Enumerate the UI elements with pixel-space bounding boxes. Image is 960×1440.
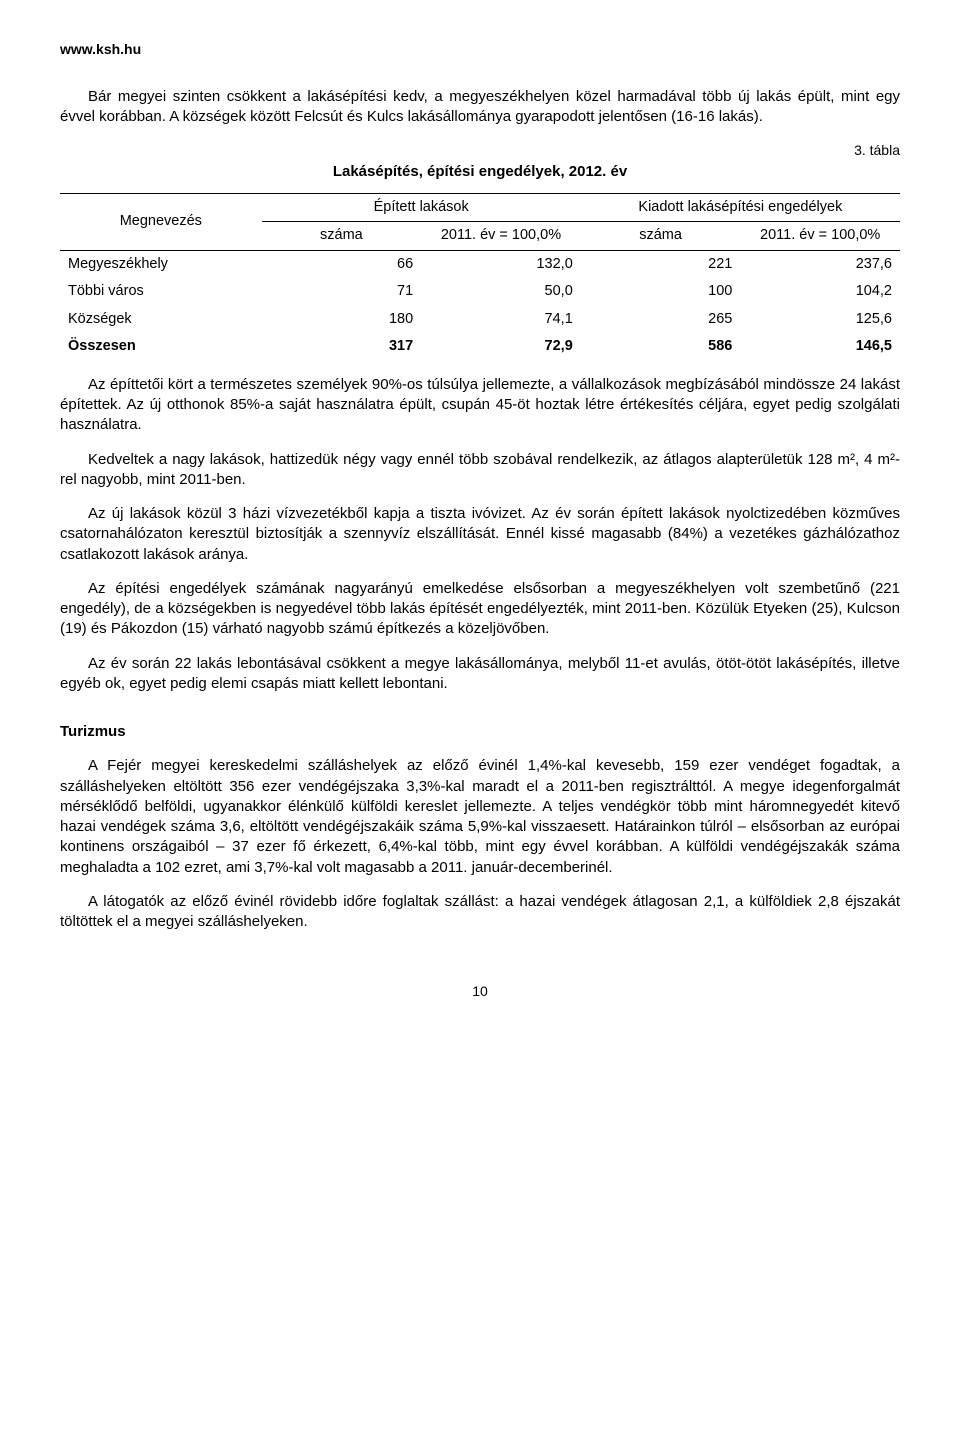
data-table: Megnevezés Épített lakások Kiadott lakás… (60, 193, 900, 361)
col-sub-pct-2: 2011. év = 100,0% (740, 222, 900, 251)
body-paragraph: Az év során 22 lakás lebontásával csökke… (60, 654, 900, 695)
turizmus-paragraph: A Fejér megyei kereskedelmi szálláshelye… (60, 756, 900, 878)
intro-paragraph: Bár megyei szinten csökkent a lakásépíté… (60, 87, 900, 128)
col-group-kiadott: Kiadott lakásépítési engedélyek (581, 193, 900, 222)
table-row: Többi város 71 50,0 100 104,2 (60, 278, 900, 306)
table-label: 3. tábla (60, 141, 900, 160)
col-header-megnevezes: Megnevezés (60, 193, 262, 250)
body-paragraph: Az építési engedélyek számának nagyarány… (60, 579, 900, 640)
col-group-epitett: Épített lakások (262, 193, 581, 222)
page-number: 10 (60, 982, 900, 1001)
col-sub-szama-2: száma (581, 222, 741, 251)
section-heading-turizmus: Turizmus (60, 722, 900, 742)
table-row-total: Összesen 317 72,9 586 146,5 (60, 333, 900, 361)
col-sub-pct-1: 2011. év = 100,0% (421, 222, 581, 251)
body-paragraph: Az új lakások közül 3 házi vízvezetékből… (60, 504, 900, 565)
body-paragraph: Az építtetői kört a természetes személye… (60, 375, 900, 436)
table-title: Lakásépítés, építési engedélyek, 2012. é… (60, 162, 900, 182)
table-row: Megyeszékhely 66 132,0 221 237,6 (60, 250, 900, 278)
body-paragraph: Kedveltek a nagy lakások, hattizedük nég… (60, 450, 900, 491)
col-sub-szama-1: száma (262, 222, 422, 251)
table-row: Községek 180 74,1 265 125,6 (60, 306, 900, 334)
page-url-header: www.ksh.hu (60, 40, 900, 59)
turizmus-paragraph: A látogatók az előző évinél rövidebb idő… (60, 892, 900, 933)
